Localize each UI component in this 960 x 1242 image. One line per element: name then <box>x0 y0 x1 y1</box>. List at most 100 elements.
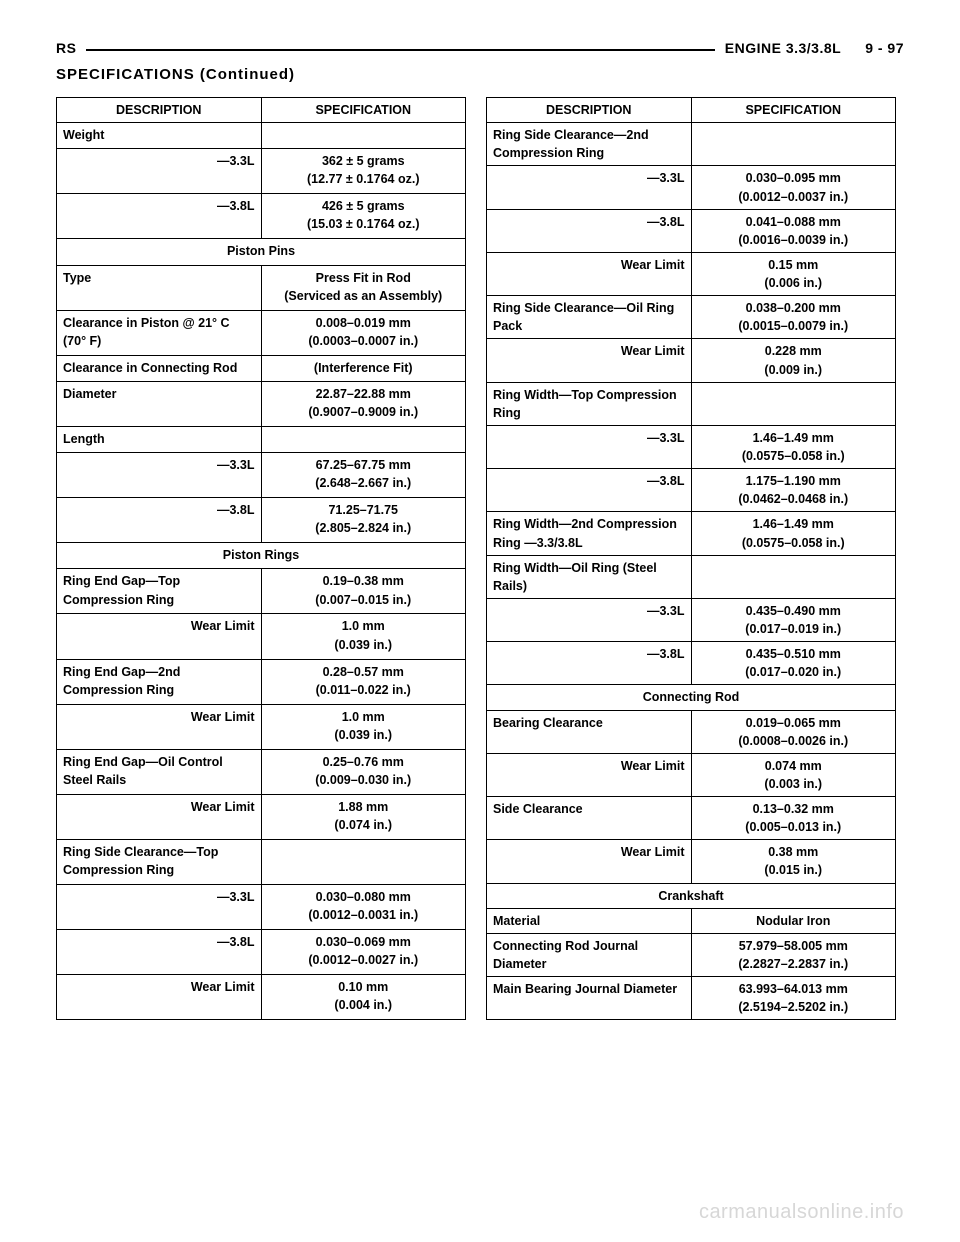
table-row: Ring Side Clearance—Oil Ring Pack0.038–0… <box>487 296 896 339</box>
cell-description: —3.3L <box>487 598 692 641</box>
cell-description: Connecting Rod Journal Diameter <box>487 933 692 976</box>
cell-description: Wear Limit <box>57 704 262 749</box>
table-row: —3.3L1.46–1.49 mm(0.0575–0.058 in.) <box>487 425 896 468</box>
cell-specification: 0.228 mm(0.009 in.) <box>691 339 896 382</box>
table-row: Wear Limit1.0 mm(0.039 in.) <box>57 704 466 749</box>
table-row: Connecting Rod <box>487 685 896 710</box>
cell-specification: 0.435–0.510 mm(0.017–0.020 in.) <box>691 642 896 685</box>
cell-description: Ring End Gap—Oil Control Steel Rails <box>57 749 262 794</box>
cell-description: Material <box>487 908 692 933</box>
cell-specification <box>261 839 466 884</box>
cell-description: Ring Side Clearance—2nd Compression Ring <box>487 123 692 166</box>
cell-specification: 0.28–0.57 mm(0.011–0.022 in.) <box>261 659 466 704</box>
cell-specification: 71.25–71.75(2.805–2.824 in.) <box>261 498 466 543</box>
cell-specification: 1.175–1.190 mm(0.0462–0.0468 in.) <box>691 469 896 512</box>
table-row: Ring Side Clearance—Top Compression Ring <box>57 839 466 884</box>
section-title: SPECIFICATIONS (Continued) <box>56 66 904 83</box>
table-row: —3.8L0.435–0.510 mm(0.017–0.020 in.) <box>487 642 896 685</box>
page-header: RS ENGINE 3.3/3.8L 9 - 97 <box>56 40 904 56</box>
cell-specification <box>691 382 896 425</box>
spec-table-right: DESCRIPTION SPECIFICATION Ring Side Clea… <box>486 97 896 1020</box>
cell-description: Wear Limit <box>487 252 692 295</box>
cell-description: Wear Limit <box>487 339 692 382</box>
table-row: Wear Limit0.10 mm(0.004 in.) <box>57 974 466 1019</box>
cell-specification: 0.041–0.088 mm(0.0016–0.0039 in.) <box>691 209 896 252</box>
table-row: Clearance in Piston @ 21° C (70° F)0.008… <box>57 310 466 355</box>
cell-specification: 67.25–67.75 mm(2.648–2.667 in.) <box>261 453 466 498</box>
cell-specification: 0.030–0.080 mm(0.0012–0.0031 in.) <box>261 884 466 929</box>
cell-specification: Press Fit in Rod(Serviced as an Assembly… <box>261 265 466 310</box>
cell-description: Bearing Clearance <box>487 710 692 753</box>
col-header-desc: DESCRIPTION <box>487 98 692 123</box>
cell-specification <box>261 426 466 452</box>
cell-specification: 0.030–0.069 mm(0.0012–0.0027 in.) <box>261 929 466 974</box>
table-row: Connecting Rod Journal Diameter57.979–58… <box>487 933 896 976</box>
cell-description: —3.3L <box>487 166 692 209</box>
table-row: Wear Limit1.0 mm(0.039 in.) <box>57 614 466 659</box>
table-row: —3.8L71.25–71.75(2.805–2.824 in.) <box>57 498 466 543</box>
cell-specification: 63.993–64.013 mm(2.5194–2.5202 in.) <box>691 977 896 1020</box>
header-rule <box>86 49 714 51</box>
header-engine: ENGINE 3.3/3.8L <box>725 40 841 56</box>
cell-description: Ring Side Clearance—Oil Ring Pack <box>487 296 692 339</box>
cell-specification <box>691 123 896 166</box>
header-left: RS <box>56 40 76 56</box>
table-row: —3.3L362 ± 5 grams(12.77 ± 0.1764 oz.) <box>57 149 466 194</box>
cell-specification: 0.15 mm(0.006 in.) <box>691 252 896 295</box>
page: RS ENGINE 3.3/3.8L 9 - 97 SPECIFICATIONS… <box>0 0 960 1242</box>
table-row: Ring End Gap—2nd Compression Ring0.28–0.… <box>57 659 466 704</box>
table-row: —3.8L1.175–1.190 mm(0.0462–0.0468 in.) <box>487 469 896 512</box>
cell-description: Side Clearance <box>487 797 692 840</box>
cell-description: —3.8L <box>57 929 262 974</box>
cell-description: Type <box>57 265 262 310</box>
cell-description: Diameter <box>57 381 262 426</box>
table-row: —3.8L0.030–0.069 mm(0.0012–0.0027 in.) <box>57 929 466 974</box>
col-header-desc: DESCRIPTION <box>57 98 262 123</box>
table-row: Wear Limit0.228 mm(0.009 in.) <box>487 339 896 382</box>
cell-specification: 0.019–0.065 mm(0.0008–0.0026 in.) <box>691 710 896 753</box>
cell-specification: 0.038–0.200 mm(0.0015–0.0079 in.) <box>691 296 896 339</box>
cell-specification: 0.074 mm(0.003 in.) <box>691 753 896 796</box>
table-row: Wear Limit0.074 mm(0.003 in.) <box>487 753 896 796</box>
cell-description: —3.8L <box>487 209 692 252</box>
cell-description: Wear Limit <box>487 753 692 796</box>
cell-description: Clearance in Connecting Rod <box>57 355 262 381</box>
table-row: Crankshaft <box>487 883 896 908</box>
table-row: —3.8L0.041–0.088 mm(0.0016–0.0039 in.) <box>487 209 896 252</box>
cell-specification: 362 ± 5 grams(12.77 ± 0.1764 oz.) <box>261 149 466 194</box>
cell-specification: 22.87–22.88 mm(0.9007–0.9009 in.) <box>261 381 466 426</box>
table-row: Ring Width—Oil Ring (Steel Rails) <box>487 555 896 598</box>
cell-description: Weight <box>57 123 262 149</box>
cell-specification: Nodular Iron <box>691 908 896 933</box>
cell-description: —3.3L <box>57 884 262 929</box>
cell-description: Ring Width—2nd Compression Ring —3.3/3.8… <box>487 512 692 555</box>
cell-specification: 0.008–0.019 mm(0.0003–0.0007 in.) <box>261 310 466 355</box>
cell-specification: 1.0 mm(0.039 in.) <box>261 614 466 659</box>
header-page-number: 9 - 97 <box>865 40 904 56</box>
cell-specification: 0.25–0.76 mm(0.009–0.030 in.) <box>261 749 466 794</box>
cell-description: —3.8L <box>57 194 262 239</box>
table-row: Side Clearance0.13–0.32 mm(0.005–0.013 i… <box>487 797 896 840</box>
cell-description: Main Bearing Journal Diameter <box>487 977 692 1020</box>
table-row: Wear Limit0.38 mm(0.015 in.) <box>487 840 896 883</box>
table-row: Piston Pins <box>57 239 466 265</box>
table-row: Bearing Clearance0.019–0.065 mm(0.0008–0… <box>487 710 896 753</box>
cell-specification: 57.979–58.005 mm(2.2827–2.2837 in.) <box>691 933 896 976</box>
cell-description: —3.3L <box>57 453 262 498</box>
cell-specification: (Interference Fit) <box>261 355 466 381</box>
cell-specification: 1.46–1.49 mm(0.0575–0.058 in.) <box>691 425 896 468</box>
cell-description: —3.3L <box>487 425 692 468</box>
cell-description: Ring Width—Top Compression Ring <box>487 382 692 425</box>
cell-description: Length <box>57 426 262 452</box>
table-row: Length <box>57 426 466 452</box>
cell-description: Ring Side Clearance—Top Compression Ring <box>57 839 262 884</box>
watermark: carmanualsonline.info <box>699 1201 904 1224</box>
table-row: Clearance in Connecting Rod(Interference… <box>57 355 466 381</box>
cell-description: —3.8L <box>487 642 692 685</box>
cell-description: Ring Width—Oil Ring (Steel Rails) <box>487 555 692 598</box>
cell-description: Wear Limit <box>57 614 262 659</box>
table-row: Ring End Gap—Top Compression Ring0.19–0.… <box>57 569 466 614</box>
cell-specification: 0.10 mm(0.004 in.) <box>261 974 466 1019</box>
cell-description: Ring End Gap—2nd Compression Ring <box>57 659 262 704</box>
cell-specification: 426 ± 5 grams(15.03 ± 0.1764 oz.) <box>261 194 466 239</box>
